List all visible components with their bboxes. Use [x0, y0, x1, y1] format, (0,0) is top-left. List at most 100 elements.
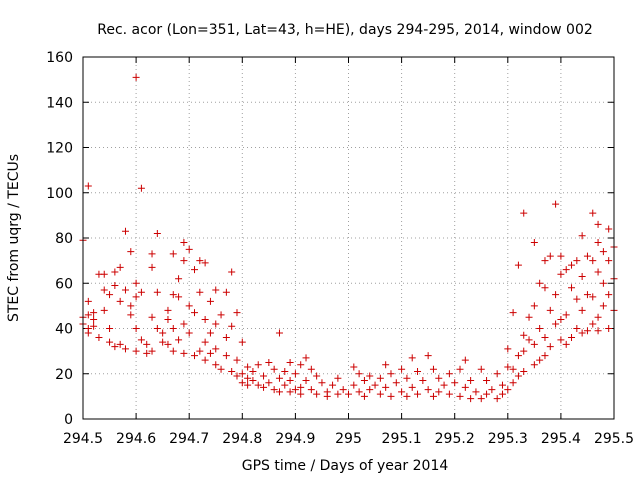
data-point — [589, 209, 597, 217]
data-point — [260, 383, 268, 391]
y-tick-label: 140 — [46, 95, 73, 111]
data-point — [169, 250, 177, 258]
data-point — [90, 309, 98, 317]
x-tick-label: 295.3 — [488, 431, 528, 447]
data-point — [568, 284, 576, 292]
data-point — [313, 390, 321, 398]
x-tick-label: 295.1 — [382, 431, 422, 447]
data-point — [594, 313, 602, 321]
data-point — [568, 261, 576, 269]
data-point — [541, 284, 549, 292]
data-point — [137, 336, 145, 344]
data-point — [185, 245, 193, 253]
data-point — [583, 327, 591, 335]
data-point — [127, 311, 135, 319]
data-point — [206, 349, 214, 357]
data-point — [148, 313, 156, 321]
data-point — [185, 302, 193, 310]
data-point — [159, 338, 167, 346]
data-point — [594, 327, 602, 335]
data-point — [143, 349, 151, 357]
data-point — [185, 329, 193, 337]
data-point — [111, 343, 119, 351]
data-point — [599, 248, 607, 256]
data-point — [281, 367, 289, 375]
data-point — [191, 352, 199, 360]
data-point — [568, 334, 576, 342]
data-point — [270, 365, 278, 373]
y-tick-label: 80 — [55, 231, 73, 247]
data-point — [350, 363, 358, 371]
data-point — [509, 309, 517, 317]
data-point — [493, 395, 501, 403]
data-point — [541, 334, 549, 342]
data-point — [233, 309, 241, 317]
data-point — [222, 352, 230, 360]
data-point — [382, 361, 390, 369]
data-point — [84, 182, 92, 190]
y-tick-label: 40 — [55, 322, 73, 338]
data-point — [153, 288, 161, 296]
data-point — [536, 325, 544, 332]
data-point — [275, 329, 283, 337]
data-point — [100, 306, 108, 314]
data-point — [387, 370, 395, 378]
x-axis-label: GPS time / Days of year 2014 — [242, 458, 449, 474]
x-tick-label: 294.9 — [275, 431, 315, 447]
data-point — [573, 257, 581, 265]
data-point — [249, 377, 257, 385]
x-tick-label: 294.8 — [222, 431, 262, 447]
data-point — [228, 268, 236, 276]
data-point — [201, 356, 209, 364]
data-point — [445, 370, 453, 378]
data-point — [435, 388, 443, 396]
data-point — [541, 352, 549, 360]
data-point — [116, 263, 124, 271]
data-point — [191, 309, 199, 317]
data-point — [387, 392, 395, 400]
data-point — [297, 383, 305, 391]
data-point — [605, 225, 613, 233]
data-point — [414, 390, 422, 398]
data-point — [461, 356, 469, 364]
data-point — [557, 315, 565, 323]
data-point — [111, 282, 119, 290]
data-point — [467, 377, 475, 385]
data-point — [589, 257, 597, 265]
data-point — [605, 325, 613, 332]
data-point — [583, 291, 591, 299]
data-point — [382, 383, 390, 391]
data-point — [116, 340, 124, 348]
data-point — [599, 302, 607, 310]
y-tick-label: 60 — [55, 276, 73, 292]
data-point — [573, 295, 581, 303]
data-point — [562, 266, 570, 274]
x-tick-label: 294.5 — [63, 431, 103, 447]
data-point — [594, 268, 602, 276]
data-point — [297, 361, 305, 369]
data-point — [121, 345, 129, 353]
data-point — [483, 390, 491, 398]
data-point — [132, 293, 140, 301]
data-point — [504, 345, 512, 353]
data-point — [419, 377, 427, 385]
data-point — [127, 248, 135, 256]
data-point — [605, 257, 613, 265]
data-point — [578, 306, 586, 314]
data-point — [222, 334, 230, 342]
y-tick-label: 0 — [64, 412, 73, 428]
data-point — [403, 374, 411, 382]
data-point — [546, 306, 554, 314]
data-point — [424, 386, 432, 394]
data-point — [552, 200, 560, 208]
data-point — [302, 377, 310, 385]
data-point — [286, 377, 294, 385]
data-point — [360, 377, 368, 385]
data-point — [546, 343, 554, 351]
data-point — [578, 232, 586, 240]
data-point — [323, 392, 331, 400]
data-point — [355, 370, 363, 378]
data-point — [169, 347, 177, 355]
data-point — [153, 325, 161, 332]
